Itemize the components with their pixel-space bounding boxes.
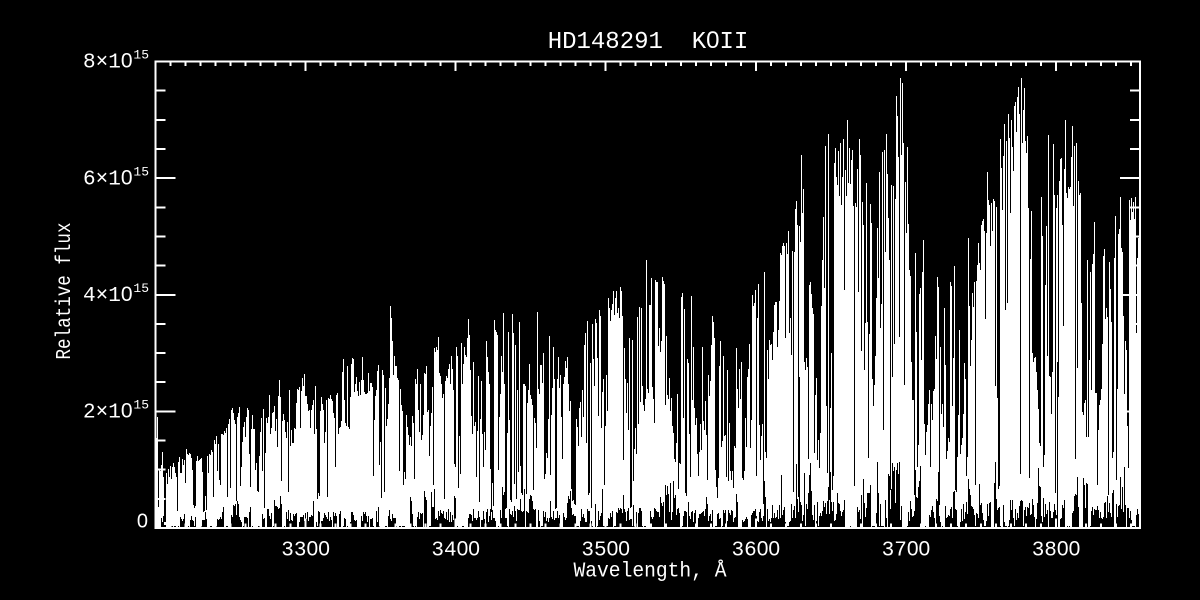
svg-text:4×10: 4×10 bbox=[83, 283, 133, 308]
svg-text:2×10: 2×10 bbox=[83, 400, 133, 425]
svg-text:3700: 3700 bbox=[882, 538, 931, 563]
svg-text:3300: 3300 bbox=[281, 538, 330, 563]
svg-text:15: 15 bbox=[133, 164, 149, 179]
svg-text:3600: 3600 bbox=[732, 538, 781, 563]
svg-text:3500: 3500 bbox=[581, 538, 630, 563]
svg-text:6×10: 6×10 bbox=[83, 166, 133, 191]
svg-text:3400: 3400 bbox=[431, 538, 480, 563]
svg-text:Relative flux: Relative flux bbox=[54, 223, 77, 360]
svg-text:8×10: 8×10 bbox=[83, 50, 133, 75]
svg-text:15: 15 bbox=[133, 48, 149, 63]
svg-text:0: 0 bbox=[137, 511, 148, 533]
svg-text:Wavelength, Å: Wavelength, Å bbox=[574, 561, 727, 584]
svg-text:HD148291 K0II: HD148291 K0II bbox=[548, 27, 749, 56]
svg-text:3800: 3800 bbox=[1032, 538, 1081, 563]
svg-text:15: 15 bbox=[133, 398, 149, 413]
svg-text:15: 15 bbox=[133, 281, 149, 296]
